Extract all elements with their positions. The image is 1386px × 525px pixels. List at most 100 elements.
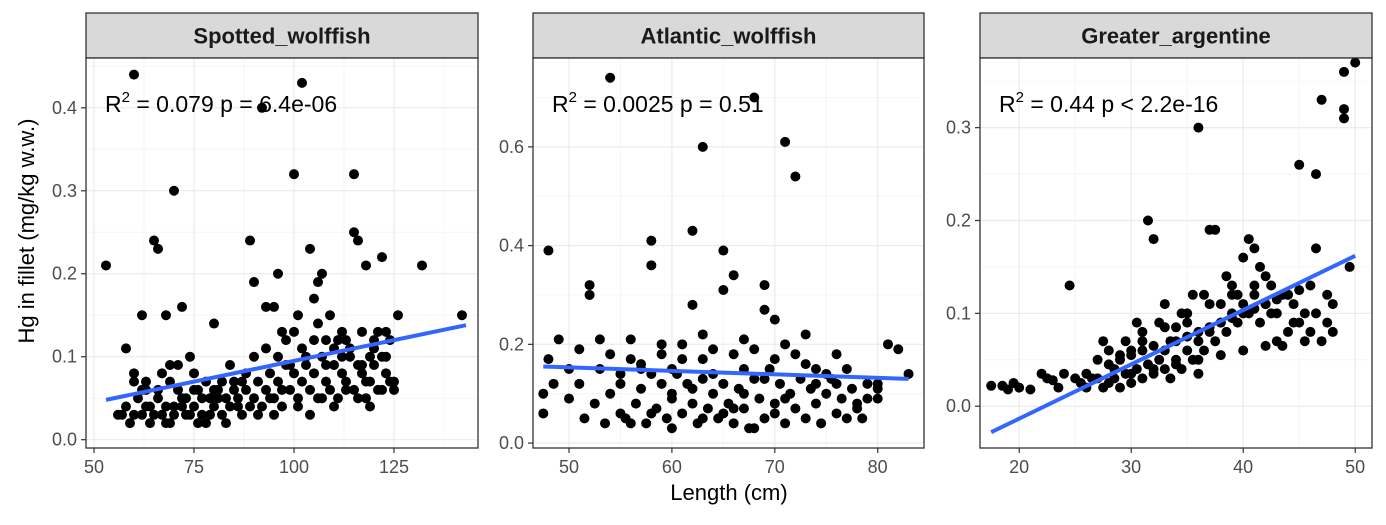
data-point <box>221 393 231 404</box>
data-point <box>341 376 351 387</box>
data-point <box>157 368 167 379</box>
data-point <box>333 335 343 346</box>
data-point <box>1339 66 1349 77</box>
data-point <box>1193 122 1204 133</box>
data-point <box>309 293 319 304</box>
data-point <box>217 409 227 420</box>
data-point <box>193 418 203 429</box>
data-point <box>790 349 801 360</box>
data-point <box>129 376 139 387</box>
y-tick-label: 0.3 <box>946 118 971 138</box>
data-point <box>574 344 585 355</box>
data-point <box>759 304 770 315</box>
data-point <box>862 378 873 389</box>
y-tick-label: 0.3 <box>52 181 77 201</box>
y-tick-label: 0.6 <box>499 137 524 157</box>
data-point <box>305 243 315 254</box>
data-point <box>273 268 283 279</box>
data-point <box>249 351 259 362</box>
data-point <box>241 384 251 395</box>
data-point <box>1193 336 1204 347</box>
facet-strip <box>532 12 925 59</box>
data-point <box>1249 289 1260 300</box>
x-tick-label: 50 <box>1345 457 1365 477</box>
panel-2: Atlantic_wolffish R2 = 0.0025 p = 0.51 0.0… <box>499 12 925 477</box>
data-point <box>1126 350 1137 361</box>
data-point <box>337 368 347 379</box>
data-point <box>641 418 652 429</box>
data-point <box>836 393 847 404</box>
data-point <box>261 384 271 395</box>
data-point <box>297 343 307 354</box>
data-point <box>1350 57 1361 68</box>
data-point <box>1327 299 1338 310</box>
y-axis-title: Hg in fillet (mg/kg w.w.) <box>14 119 39 344</box>
data-point <box>1165 373 1176 384</box>
y-tick-label: 0.1 <box>946 303 971 323</box>
facet-title: Spotted_wolffish <box>193 24 370 49</box>
data-point <box>780 136 791 147</box>
data-point <box>1294 285 1305 296</box>
data-point <box>225 360 235 371</box>
data-point <box>1103 359 1114 370</box>
panel-1: Spotted_wolffish R2 = 0.079 p = 6.4e-06 0.… <box>52 12 479 477</box>
data-point <box>329 401 339 412</box>
data-point <box>1137 336 1148 347</box>
data-point <box>261 301 271 312</box>
data-point <box>1098 336 1109 347</box>
data-point <box>349 169 359 180</box>
y-tick-label: 0.4 <box>499 236 524 256</box>
data-point <box>277 401 287 412</box>
data-point <box>630 398 641 409</box>
data-point <box>594 334 605 345</box>
data-point <box>225 401 235 412</box>
data-point <box>369 360 379 371</box>
data-point <box>1311 169 1321 180</box>
data-point <box>800 413 811 424</box>
data-point <box>1159 364 1170 375</box>
data-point <box>377 384 387 395</box>
data-point <box>297 376 307 387</box>
data-point <box>548 378 559 389</box>
data-point <box>1171 359 1181 370</box>
data-point <box>329 360 339 371</box>
data-point <box>169 401 179 412</box>
data-point <box>229 376 239 387</box>
data-point <box>759 413 770 424</box>
data-point <box>161 418 171 429</box>
data-point <box>1187 289 1198 300</box>
data-point <box>718 378 729 389</box>
data-point <box>687 383 698 394</box>
data-point <box>137 310 147 321</box>
data-point <box>564 393 575 404</box>
data-point <box>1271 308 1282 319</box>
y-tick-label: 0.2 <box>499 334 524 354</box>
panel-border <box>532 57 925 449</box>
data-point <box>605 388 616 399</box>
data-point <box>666 423 677 434</box>
data-point <box>1159 299 1170 310</box>
data-point <box>1305 280 1316 291</box>
data-point <box>365 351 375 362</box>
data-point <box>1148 364 1159 375</box>
data-point <box>903 368 914 379</box>
data-point <box>193 384 203 395</box>
data-point <box>305 384 315 395</box>
data-point <box>273 351 283 362</box>
data-point <box>1243 234 1254 245</box>
data-point <box>1182 317 1193 328</box>
data-point <box>357 360 367 371</box>
data-point <box>697 329 708 340</box>
data-point <box>1260 271 1271 282</box>
x-tick-label: 100 <box>279 457 309 477</box>
y-tick-label: 0.2 <box>52 264 77 284</box>
data-point <box>285 384 295 395</box>
data-point <box>393 310 403 321</box>
data-point <box>1339 104 1349 115</box>
data-point <box>1143 215 1153 226</box>
data-point <box>1103 345 1114 356</box>
data-point <box>810 378 821 389</box>
data-point <box>1311 243 1321 254</box>
